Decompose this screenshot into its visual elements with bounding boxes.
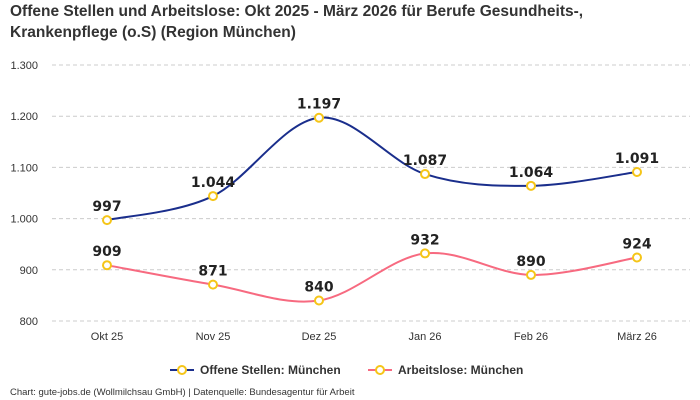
data-point <box>526 180 536 191</box>
data-point <box>314 295 324 306</box>
x-tick-label: März 26 <box>617 331 657 343</box>
x-tick-label: Feb 26 <box>514 331 548 343</box>
x-tick-label: Dez 25 <box>302 331 337 343</box>
y-tick-label: 900 <box>20 265 38 277</box>
data-label: 932 <box>410 232 439 248</box>
x-tick-label: Nov 25 <box>196 331 231 343</box>
data-label: 890 <box>516 254 545 270</box>
y-tick-label: 1.200 <box>10 111 38 123</box>
data-label: 1.064 <box>509 165 554 181</box>
data-point <box>102 215 112 226</box>
data-label: 871 <box>198 264 227 280</box>
legend-marker <box>177 365 187 375</box>
data-label: 924 <box>622 237 651 253</box>
series-line-0 <box>106 116 638 222</box>
legend-label: Arbeitslose: München <box>398 363 523 377</box>
legend-label: Offene Stellen: München <box>200 363 341 377</box>
x-tick-label: Jan 26 <box>408 331 441 343</box>
data-point <box>526 269 536 280</box>
data-label: 1.197 <box>297 97 341 113</box>
y-tick-label: 1.100 <box>10 162 38 174</box>
y-tick-label: 800 <box>20 316 38 328</box>
data-point <box>208 191 218 202</box>
data-label: 1.091 <box>615 151 659 167</box>
data-label: 1.044 <box>191 175 236 191</box>
x-tick-label: Okt 25 <box>91 331 123 343</box>
data-label: 909 <box>92 244 121 260</box>
data-point <box>102 260 112 271</box>
y-tick-label: 1.300 <box>10 60 38 72</box>
y-tick-label: 1.000 <box>10 214 38 226</box>
series-line-1 <box>106 251 638 303</box>
data-point <box>632 252 642 263</box>
data-point <box>420 248 430 259</box>
chart-title: Offene Stellen und Arbeitslose: Okt 2025… <box>10 3 584 41</box>
data-label: 997 <box>92 199 121 215</box>
data-point <box>420 169 430 180</box>
data-point <box>632 167 642 178</box>
data-label: 1.087 <box>403 153 447 169</box>
data-point <box>314 112 324 123</box>
data-label: 840 <box>304 280 333 296</box>
legend-marker <box>375 365 385 375</box>
data-point <box>208 279 218 290</box>
chart-footer: Chart: gute-jobs.de (Wollmilchsau GmbH) … <box>10 387 355 398</box>
